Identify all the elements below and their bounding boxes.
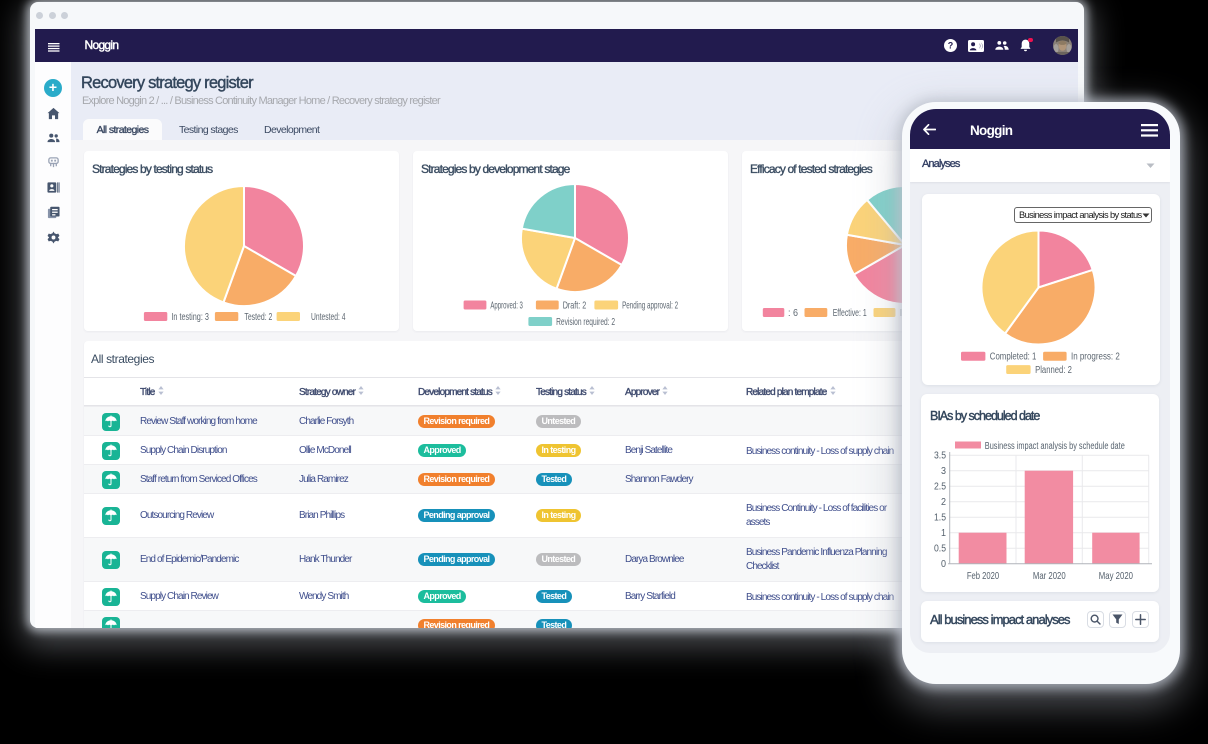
svg-text:Approved: 3: Approved: 3 <box>490 300 523 312</box>
svg-text:?: ? <box>947 41 953 51</box>
svg-text:Feb 2020: Feb 2020 <box>967 570 999 582</box>
svg-text:2: 2 <box>941 497 946 508</box>
svg-text:Draft: 2: Draft: 2 <box>563 300 587 312</box>
svg-text:1: 1 <box>941 528 946 539</box>
svg-text:May 2020: May 2020 <box>1099 570 1133 582</box>
svg-text:Untested: 4: Untested: 4 <box>311 311 346 323</box>
svg-text:: 6: : 6 <box>788 307 798 319</box>
svg-text:2.5: 2.5 <box>934 482 946 493</box>
svg-text:Planned: 2: Planned: 2 <box>1035 365 1072 376</box>
svg-text:Revision required: 2: Revision required: 2 <box>556 316 615 328</box>
svg-text:Mar 2020: Mar 2020 <box>1033 570 1066 582</box>
svg-text:Completed: 1: Completed: 1 <box>990 352 1037 363</box>
svg-text:3.5: 3.5 <box>934 451 946 462</box>
svg-text:3: 3 <box>941 466 946 477</box>
svg-text:In progress: 2: In progress: 2 <box>1071 352 1120 363</box>
svg-text:0.5: 0.5 <box>934 544 946 555</box>
svg-text:Effective: 1: Effective: 1 <box>833 307 867 319</box>
svg-text:1.5: 1.5 <box>934 513 946 524</box>
svg-text:Pending approval: 2: Pending approval: 2 <box>622 300 678 312</box>
svg-text:Tested: 2: Tested: 2 <box>244 311 272 323</box>
svg-text:In testing: 3: In testing: 3 <box>171 311 209 323</box>
svg-text:Business impact analysis by sc: Business impact analysis by schedule dat… <box>985 441 1125 452</box>
svg-text:0: 0 <box>941 559 946 570</box>
